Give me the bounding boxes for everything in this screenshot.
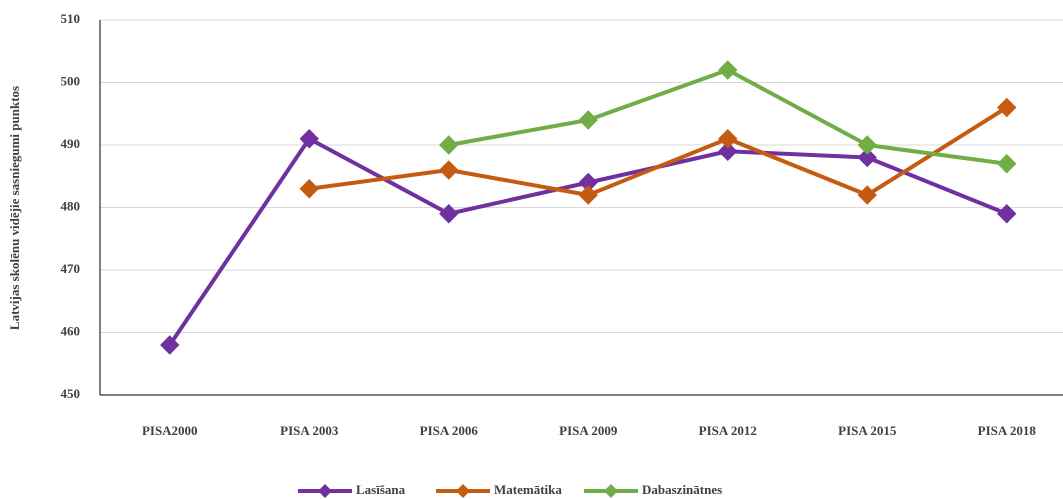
y-tick-label: 500 (61, 73, 81, 88)
y-tick-label: 470 (61, 261, 81, 276)
legend-label: Dabaszinātnes (642, 482, 722, 497)
y-tick-label: 460 (61, 323, 81, 338)
marker (857, 185, 877, 205)
legend-marker (318, 484, 332, 498)
x-tick-label: PISA 2018 (978, 423, 1037, 438)
y-axis-label: Latvijas skolēnu vidējie sasniegumi punk… (7, 86, 22, 330)
series-line (308, 105, 1008, 197)
x-tick-label: PISA 2012 (699, 423, 757, 438)
series-line (168, 136, 1008, 347)
marker (578, 110, 598, 130)
y-tick-label: 450 (61, 386, 81, 401)
x-tick-label: PISA 2003 (280, 423, 339, 438)
marker (997, 204, 1017, 224)
marker (439, 204, 459, 224)
marker (857, 147, 877, 168)
marker (857, 135, 877, 155)
marker (997, 97, 1017, 118)
y-tick-label: 490 (61, 136, 81, 151)
legend-marker (456, 484, 470, 498)
marker (439, 160, 459, 180)
legend-label: Lasīšana (356, 482, 406, 497)
marker (997, 154, 1017, 174)
marker (299, 129, 319, 149)
x-tick-label: PISA 2015 (838, 423, 897, 438)
x-tick-label: PISA 2009 (559, 423, 618, 438)
x-tick-label: PISA 2006 (420, 423, 479, 438)
marker (299, 179, 319, 199)
marker (160, 335, 180, 355)
legend-label: Matemātika (494, 482, 562, 497)
y-tick-label: 510 (61, 11, 81, 26)
marker (718, 60, 738, 80)
legend-marker (604, 484, 618, 498)
x-tick-label: PISA2000 (142, 423, 198, 438)
marker (439, 135, 459, 155)
marker (718, 129, 738, 149)
marker (578, 185, 598, 205)
marker (718, 141, 738, 161)
y-tick-label: 480 (61, 198, 81, 213)
